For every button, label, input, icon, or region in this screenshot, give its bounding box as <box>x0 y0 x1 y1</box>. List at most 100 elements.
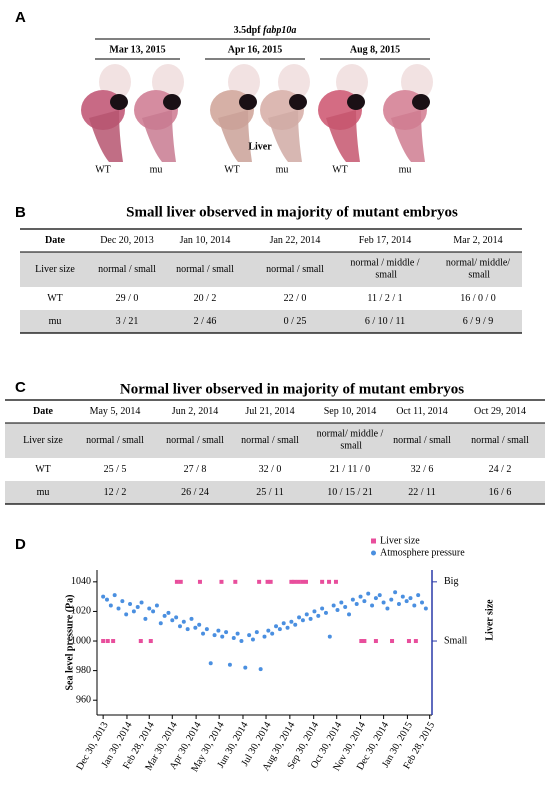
legend-label: Atmosphere pressure <box>380 547 465 558</box>
cell: normal / small <box>241 435 299 446</box>
pressure-point <box>235 631 240 636</box>
liver-point <box>257 579 262 584</box>
pressure-point <box>297 615 302 620</box>
cell: 16 / 6 <box>489 487 512 498</box>
y2-axis-label: Liver size <box>484 599 495 641</box>
pressure-point <box>277 627 282 632</box>
cell: 6 / 10 / 11 <box>365 316 405 327</box>
pressure-point <box>224 630 229 635</box>
pressure-point <box>143 616 148 621</box>
liver-point <box>219 579 224 584</box>
cell: 26 / 24 <box>181 487 209 498</box>
cell: May 5, 2014 <box>90 406 141 417</box>
pressure-point <box>389 597 394 602</box>
date-label: Mar 13, 2015 <box>109 44 165 55</box>
embryo-tail <box>326 110 360 162</box>
pressure-point <box>189 616 194 621</box>
pressure-point <box>174 615 179 620</box>
embryo-tail <box>218 110 252 162</box>
liver-point <box>320 579 325 584</box>
liver-point <box>233 579 238 584</box>
pressure-point <box>362 599 367 604</box>
liver-point <box>178 579 183 584</box>
cell: 0 / 25 <box>284 316 307 327</box>
row-shade <box>20 310 522 333</box>
embryo-liver <box>347 94 365 110</box>
y-tick-label: 980 <box>76 665 91 676</box>
embryo-liver <box>110 94 128 110</box>
cell: Liver size <box>35 264 75 275</box>
pressure-point <box>381 600 386 605</box>
cell: WT <box>47 293 63 304</box>
embryo-tail <box>391 110 425 162</box>
pressure-point <box>270 631 275 636</box>
cell: 12 / 2 <box>104 487 127 498</box>
cell: 25 / 11 <box>256 487 283 498</box>
cell: 20 / 2 <box>194 293 217 304</box>
pressure-point <box>347 612 352 617</box>
pressure-point <box>243 665 248 670</box>
liver-point <box>303 579 308 584</box>
liver-point <box>333 579 338 584</box>
date-label: Aug 8, 2015 <box>350 44 400 55</box>
pressure-point <box>135 604 140 609</box>
embryo-liver <box>239 94 257 110</box>
panel-label: C <box>15 379 26 396</box>
pressure-point <box>181 619 186 624</box>
pressure-point <box>128 602 133 607</box>
y-tick-label: 960 <box>76 695 91 706</box>
cell: Oct 11, 2014 <box>396 406 448 417</box>
pressure-point <box>116 606 121 611</box>
pressure-point <box>193 625 198 630</box>
cell: WT <box>35 464 51 475</box>
cell: Feb 17, 2014 <box>359 235 412 246</box>
pressure-point <box>208 661 213 666</box>
cell: 22 / 11 <box>408 487 435 498</box>
cell: Liver size <box>23 435 63 446</box>
sample-label: WT <box>95 164 111 175</box>
liver-point <box>265 579 270 584</box>
cell: 24 / 2 <box>489 464 512 475</box>
cell-line: small <box>466 270 490 281</box>
panel-label: B <box>15 204 26 221</box>
pressure-point <box>285 625 290 630</box>
pressure-point <box>220 634 225 639</box>
pressure-point <box>185 627 190 632</box>
liver-point <box>300 579 305 584</box>
sample-label: mu <box>276 164 289 175</box>
liver-point <box>373 639 378 644</box>
cell: Sep 10, 2014 <box>324 406 377 417</box>
pressure-point <box>370 603 375 608</box>
y-tick-label: 1020 <box>71 606 91 617</box>
liver-point <box>111 639 116 644</box>
pressure-point <box>120 599 125 604</box>
pressure-point <box>358 594 363 599</box>
sample-label: WT <box>224 164 240 175</box>
panel-label: D <box>15 536 26 553</box>
liver-point <box>362 639 367 644</box>
cell: 6 / 9 / 9 <box>463 316 494 327</box>
liver-point <box>101 639 106 644</box>
liver-point <box>296 579 301 584</box>
pressure-point <box>323 610 328 615</box>
panel-label: A <box>15 9 26 26</box>
cell: Oct 29, 2014 <box>474 406 526 417</box>
cell: Jul 21, 2014 <box>245 406 294 417</box>
sample-label: WT <box>332 164 348 175</box>
liver-point <box>105 639 110 644</box>
cell: 25 / 5 <box>104 464 127 475</box>
pressure-point <box>393 590 398 595</box>
pressure-point <box>300 618 305 623</box>
cell: Date <box>33 406 54 417</box>
liver-point <box>289 579 294 584</box>
cell-line: normal/ middle/ <box>446 258 510 269</box>
cell: normal / small <box>166 435 224 446</box>
cell: Mar 2, 2014 <box>453 235 502 246</box>
pressure-point <box>231 636 236 641</box>
pressure-point <box>250 637 255 642</box>
liver-point <box>138 639 143 644</box>
sample-label: mu <box>399 164 412 175</box>
pressure-point <box>239 639 244 644</box>
pressure-point <box>293 622 298 627</box>
pressure-point <box>350 597 355 602</box>
